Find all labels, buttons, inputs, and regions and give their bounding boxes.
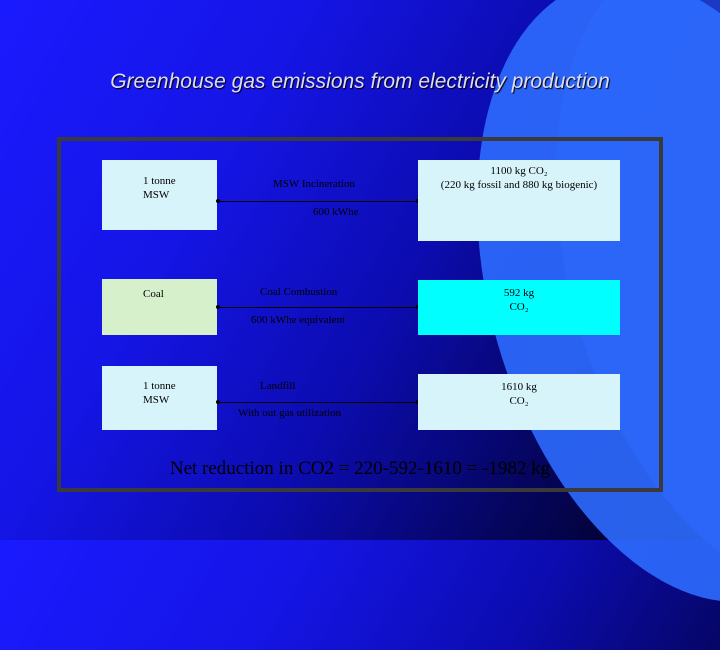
input-box-msw-2: 1 tonne MSW — [102, 366, 217, 430]
output-line-2: CO₂ — [509, 301, 529, 313]
output-line-1: 592 kg — [503, 287, 535, 299]
net-reduction-summary: Net reduction in CO2 = 220-592-1610 = -1… — [169, 458, 551, 479]
input-line-2: MSW — [143, 394, 170, 406]
sub-label-coal: 600 kWhe equivalent — [251, 314, 346, 326]
output-box-landfill: 1610 kg CO₂ — [418, 374, 620, 430]
arrow-coal — [216, 305, 420, 309]
output-line-2: CO₂ — [509, 395, 529, 407]
arrow-incineration — [216, 199, 420, 203]
process-label-coal: Coal Combustion — [260, 286, 338, 298]
input-box-coal: Coal — [102, 279, 217, 335]
input-line-2: MSW — [143, 189, 170, 201]
input-line-1: Coal — [143, 288, 164, 300]
process-label-incineration: MSW Incineration — [273, 178, 355, 190]
output-line-2: (220 kg fossil and 880 kg biogenic) — [440, 179, 598, 191]
sub-label-landfill: With out gas utilization — [238, 407, 342, 419]
output-line-1: 1610 kg — [501, 381, 537, 393]
output-box-incineration: 1100 kg CO₂ (220 kg fossil and 880 kg bi… — [418, 160, 620, 241]
slide-title: Greenhouse gas emissions from electricit… — [110, 70, 610, 93]
sub-label-incineration: 600 kWhe — [313, 206, 359, 218]
input-line-1: 1 tonne — [143, 175, 176, 187]
input-line-1: 1 tonne — [143, 380, 176, 392]
diagram-frame — [57, 137, 663, 492]
output-line-1: 1100 kg CO₂ — [490, 165, 548, 177]
input-box-msw-1: 1 tonne MSW — [102, 160, 217, 230]
process-label-landfill: Landfill — [260, 380, 296, 392]
output-box-coal: 592 kg CO₂ — [418, 280, 620, 335]
arrow-landfill — [216, 400, 420, 404]
